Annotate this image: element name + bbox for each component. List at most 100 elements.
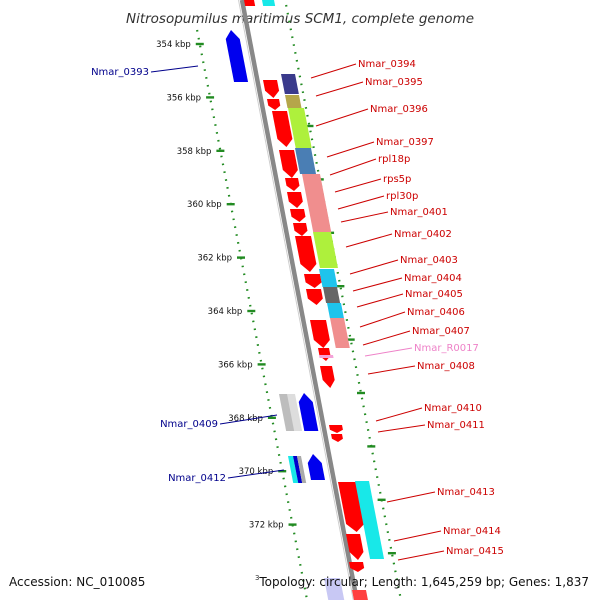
annotation-band — [285, 95, 302, 108]
gene-leader-line — [227, 469, 285, 479]
annotation-band — [313, 232, 338, 268]
gene-leader-line — [364, 347, 413, 357]
genome-backbone — [238, 0, 360, 600]
annotation-band — [288, 108, 312, 148]
summary-label: Topology: circular; Length: 1,645,259 bp… — [258, 575, 589, 589]
gene-leader-line — [326, 141, 375, 158]
tick-label: 370 kbp — [239, 467, 274, 477]
gene-leader-line — [375, 407, 423, 422]
forward-gene-label: Nmar_0404 — [404, 273, 462, 284]
forward-gene-label: Nmar_0415 — [446, 546, 504, 557]
forward-gene-label: Nmar_0411 — [427, 420, 485, 431]
forward-gene-label: rpl30p — [386, 191, 418, 202]
annotation-band — [323, 287, 341, 303]
forward-gene-arrow — [244, 0, 256, 6]
backbone-line — [239, 0, 360, 600]
rna-label: Nmar_R0017 — [414, 343, 479, 354]
tick-label: 360 kbp — [187, 200, 222, 210]
forward-gene-arrow — [293, 223, 308, 236]
forward-gene-label: Nmar_0407 — [412, 326, 470, 337]
backbone-highlight — [238, 0, 354, 600]
forward-gene-arrow — [263, 80, 280, 98]
gene-leader-line — [345, 233, 393, 248]
annotation-band — [297, 456, 307, 483]
forward-gene-label: rpl18p — [378, 154, 410, 165]
forward-gene-label: Nmar_0397 — [376, 137, 434, 148]
gene-leader-line — [362, 330, 411, 346]
tick-label: 368 kbp — [228, 414, 263, 424]
forward-gene-label: Nmar_0406 — [407, 307, 465, 318]
forward-gene-arrow — [318, 348, 331, 361]
reverse-gene-arrow — [225, 30, 249, 82]
gene-leader-line — [315, 81, 364, 97]
gene-leader-line — [359, 311, 406, 328]
gene-leader-line — [356, 293, 404, 308]
forward-gene-arrow — [272, 111, 293, 147]
annotation-band — [355, 481, 385, 559]
forward-gene-label: Nmar_0396 — [370, 104, 428, 115]
forward-gene-label: Nmar_0413 — [437, 487, 495, 498]
gene-leader-line — [310, 63, 357, 79]
forward-gene-label: Nmar_0394 — [358, 59, 416, 70]
forward-gene-arrow — [290, 209, 306, 222]
forward-gene-label: Nmar_0405 — [405, 289, 463, 300]
annotation-band — [330, 318, 350, 348]
gene-leader-line — [150, 65, 199, 73]
gene-leader-line — [334, 178, 382, 193]
annotation-band — [262, 0, 276, 6]
tick-label: 356 kbp — [166, 93, 201, 103]
tick-label: 372 kbp — [249, 521, 284, 531]
gene-leader-line — [219, 414, 278, 425]
corner-mark: 3 — [255, 574, 259, 582]
annotation-band — [319, 269, 338, 287]
forward-gene-arrow — [331, 434, 343, 442]
gene-label-layer: Nmar_0394 Nmar_0395 Nmar_0396 Nmar_0397 rpl1… — [91, 59, 504, 561]
forward-gene-label: Nmar_0410 — [424, 403, 482, 414]
tick-track-left — [195, 29, 309, 600]
accession-label: Accession: NC_010085 — [9, 575, 145, 589]
forward-gene-label: Nmar_0414 — [443, 526, 501, 537]
annotation-band — [293, 456, 303, 483]
feature-track — [225, 0, 385, 600]
annotation-band — [302, 174, 332, 232]
forward-gene-arrow — [306, 289, 323, 305]
forward-gene-label: Nmar_0402 — [394, 229, 452, 240]
tick-label: 358 kbp — [177, 147, 212, 157]
gene-leader-line — [377, 424, 426, 433]
annotation-band — [288, 456, 299, 483]
forward-gene-arrow — [279, 150, 298, 178]
tick-label: 362 kbp — [197, 254, 232, 264]
gene-leader-line — [397, 550, 445, 561]
annotation-band — [279, 394, 297, 431]
gene-leader-line — [337, 195, 385, 210]
annotation-band — [352, 590, 368, 600]
forward-gene-arrow — [295, 236, 317, 272]
forward-gene-label: Nmar_0403 — [400, 255, 458, 266]
annotation-band — [324, 578, 345, 600]
forward-gene-arrow — [287, 192, 303, 208]
forward-gene-arrow — [285, 178, 300, 191]
forward-gene-arrow — [320, 366, 335, 388]
gene-leader-line — [315, 108, 369, 127]
forward-gene-label: Nmar_0408 — [417, 361, 475, 372]
reverse-gene-label: Nmar_0412 — [168, 473, 226, 484]
tick-label: 354 kbp — [156, 40, 191, 50]
forward-gene-arrow — [349, 562, 365, 572]
forward-gene-arrow — [338, 482, 365, 532]
gene-leader-line — [352, 277, 403, 292]
tick-label: 364 kbp — [208, 307, 243, 317]
reverse-gene-label: Nmar_0409 — [160, 419, 218, 430]
forward-gene-arrow — [304, 274, 322, 288]
gene-leader-line — [386, 491, 436, 503]
annotation-band — [295, 148, 317, 174]
forward-gene-label: rps5p — [383, 174, 411, 185]
rna-feature — [319, 355, 334, 358]
forward-gene-arrow — [346, 534, 364, 560]
forward-gene-arrow — [329, 425, 343, 433]
forward-gene-arrow — [267, 99, 281, 110]
annotation-band — [281, 74, 299, 94]
annotation-band — [327, 303, 344, 318]
reverse-gene-arrow — [298, 393, 319, 431]
forward-gene-label: Nmar_0401 — [390, 207, 448, 218]
reverse-gene-label: Nmar_0393 — [91, 67, 149, 78]
